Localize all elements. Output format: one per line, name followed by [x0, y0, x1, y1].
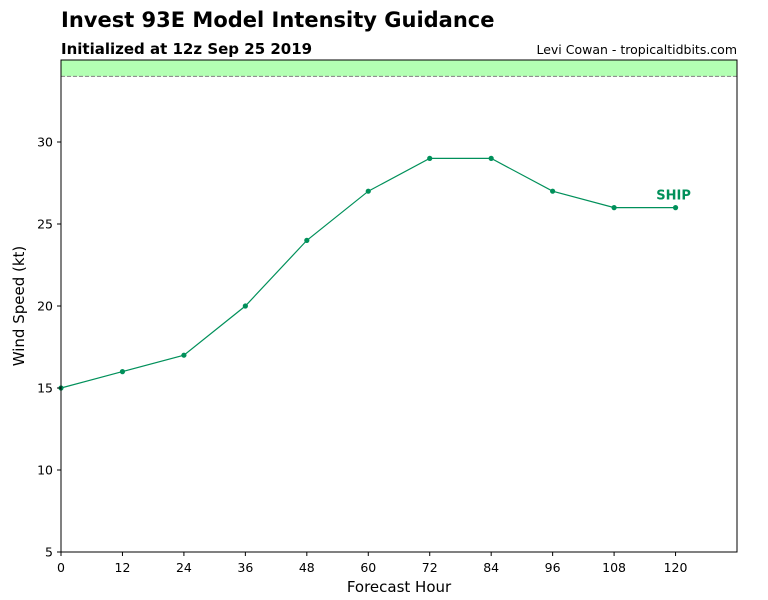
x-tick-label: 108 — [602, 560, 626, 575]
x-tick-label: 120 — [664, 560, 688, 575]
series-layer: SHIP — [58, 155, 691, 391]
data-point — [304, 237, 310, 243]
data-point — [119, 369, 126, 375]
data-point — [181, 352, 187, 358]
y-tick-label: 30 — [37, 135, 53, 150]
x-axis-title: Forecast Hour — [347, 578, 452, 596]
y-tick-label: 20 — [37, 299, 53, 314]
data-point — [427, 155, 433, 161]
x-tick-label: 36 — [237, 560, 253, 575]
plot-frame — [60, 59, 738, 553]
y-tick-label: 25 — [37, 217, 53, 232]
series-label: SHIP — [656, 189, 691, 204]
x-tick-label: 96 — [545, 560, 561, 575]
data-point — [611, 205, 617, 211]
x-tick-label: 24 — [176, 560, 192, 575]
x-tick-label: 48 — [299, 560, 315, 575]
y-tick-label: 15 — [37, 381, 53, 396]
x-tick-label: 12 — [115, 560, 131, 575]
x-tick-label: 72 — [422, 560, 438, 575]
y-axis-title: Wind Speed (kt) — [10, 246, 28, 367]
threshold-band — [61, 60, 737, 77]
x-tick-label: 84 — [483, 560, 499, 575]
data-point — [242, 303, 248, 309]
data-point — [550, 188, 556, 194]
chart-credit: Levi Cowan - tropicaltidbits.com — [536, 42, 737, 57]
data-point — [672, 205, 679, 211]
chart-title: Invest 93E Model Intensity Guidance — [61, 8, 495, 32]
x-tick-label: 60 — [360, 560, 376, 575]
y-tick-label: 5 — [45, 545, 53, 560]
x-axis-ticks: 0 12 24 36 48 60 72 84 96 108 120 — [57, 552, 688, 575]
threshold-band-layer — [61, 60, 737, 77]
y-axis-ticks: 5 10 15 20 25 30 — [37, 135, 61, 560]
data-point — [365, 188, 371, 194]
chart-subtitle: Initialized at 12z Sep 25 2019 — [61, 40, 313, 58]
y-tick-label: 10 — [37, 463, 53, 478]
data-point — [488, 155, 494, 161]
x-tick-label: 0 — [57, 560, 65, 575]
